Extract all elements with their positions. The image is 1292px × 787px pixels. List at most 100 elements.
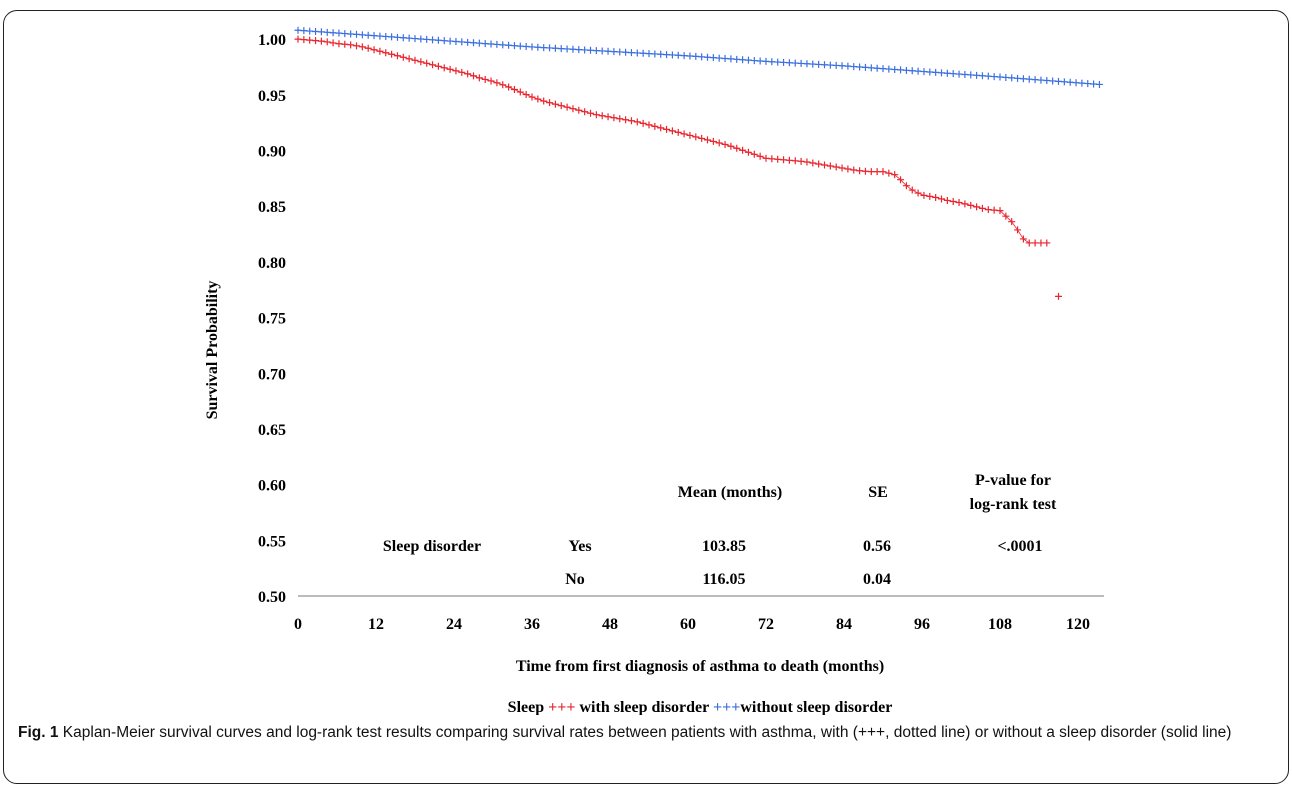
censor-mark — [499, 41, 507, 49]
censor-mark — [522, 91, 530, 99]
censor-mark — [522, 43, 530, 51]
censor-mark — [546, 44, 554, 52]
censor-mark — [914, 67, 922, 75]
censor-mark — [388, 33, 396, 41]
series-without-sleep-disorder — [294, 26, 1103, 88]
censor-mark — [1019, 75, 1027, 83]
table-header-p-line2: log-rank test — [970, 496, 1057, 513]
censor-mark — [516, 88, 524, 96]
censor-mark — [592, 47, 600, 55]
censor-mark — [926, 192, 934, 200]
censor-mark — [1019, 235, 1027, 243]
censor-mark — [306, 36, 314, 44]
x-tick-label: 120 — [1066, 616, 1090, 633]
y-tick-label: 0.55 — [258, 533, 286, 550]
censor-mark — [698, 53, 706, 61]
censor-mark — [990, 206, 998, 214]
x-tick-label: 60 — [680, 616, 696, 633]
censor-mark — [879, 65, 887, 73]
censor-mark — [961, 200, 969, 208]
figure-frame — [3, 10, 1289, 784]
series-with-sleep-disorder — [294, 35, 1062, 300]
censor-mark — [1043, 77, 1051, 85]
censor-mark — [744, 56, 752, 64]
censor-mark — [300, 36, 308, 44]
censor-mark — [709, 54, 717, 62]
censor-mark — [323, 38, 331, 46]
censor-mark — [405, 34, 413, 42]
censor-mark — [1008, 218, 1016, 226]
censor-mark — [581, 46, 589, 54]
censor-mark — [698, 134, 706, 142]
censor-mark — [821, 61, 828, 69]
censor-mark — [499, 81, 507, 89]
censor-mark — [750, 150, 758, 158]
censor-mark — [785, 59, 793, 67]
censor-mark — [739, 56, 747, 64]
censor-mark — [674, 51, 682, 59]
censor-mark — [505, 83, 513, 91]
censor-mark — [317, 37, 325, 45]
censor-mark — [897, 176, 905, 184]
censor-mark — [575, 46, 583, 54]
censor-mark — [657, 124, 665, 132]
censor-mark — [803, 60, 811, 68]
censor-mark — [797, 59, 805, 67]
censor-mark — [382, 32, 390, 40]
censor-mark — [850, 63, 858, 71]
censor-mark — [475, 74, 483, 82]
censor-mark — [938, 195, 945, 203]
censor-mark — [1002, 73, 1010, 81]
censor-mark — [721, 140, 729, 148]
censor-mark — [546, 99, 554, 107]
table-header-p-line1: P-value for — [975, 472, 1051, 489]
censor-mark — [838, 164, 846, 172]
censor-mark — [329, 29, 337, 37]
caption-text: Kaplan-Meier survival curves and log-ran… — [58, 724, 1232, 741]
censor-mark — [844, 165, 852, 173]
censor-mark — [850, 166, 858, 174]
censor-mark — [458, 38, 466, 46]
censor-mark — [563, 45, 571, 53]
censor-mark — [774, 155, 782, 163]
censor-mark — [692, 133, 700, 141]
y-tick-label: 0.75 — [258, 311, 286, 328]
censor-mark — [510, 86, 518, 94]
censor-mark — [393, 52, 401, 60]
censor-mark — [376, 32, 384, 40]
censor-mark — [984, 206, 992, 214]
censor-mark — [364, 31, 372, 39]
y-tick-label: 0.80 — [258, 255, 286, 272]
censor-mark — [376, 47, 384, 55]
x-tick-label: 0 — [294, 616, 302, 633]
censor-mark — [780, 58, 788, 66]
censor-mark — [943, 196, 951, 204]
censor-mark — [587, 46, 594, 54]
series-layer — [294, 26, 1103, 300]
censor-mark — [727, 55, 735, 63]
censor-mark — [1031, 239, 1039, 247]
censor-mark — [487, 40, 495, 48]
censor-mark — [797, 157, 805, 165]
legend-prefix: Sleep — [508, 699, 548, 715]
censor-mark — [821, 161, 828, 169]
censor-mark — [891, 171, 899, 179]
censor-mark — [341, 40, 349, 48]
censor-mark — [627, 49, 635, 57]
censor-mark — [470, 39, 477, 47]
legend-label-without: without sleep disorder — [740, 699, 892, 715]
censor-mark — [996, 207, 1004, 215]
censor-mark — [955, 70, 963, 78]
y-tick-label: 0.95 — [258, 88, 286, 105]
censor-mark — [569, 105, 577, 113]
censor-mark — [598, 112, 606, 120]
x-tick-label: 48 — [602, 616, 618, 633]
censor-mark — [388, 50, 396, 58]
censor-mark — [399, 53, 407, 61]
x-tick-labels: 0 12 24 36 48 60 72 84 96 108 120 — [294, 616, 1090, 633]
censor-mark — [633, 118, 641, 126]
censor-mark — [312, 27, 320, 35]
censor-mark — [300, 27, 308, 35]
x-tick-label: 36 — [524, 616, 540, 633]
censor-mark — [446, 37, 454, 45]
